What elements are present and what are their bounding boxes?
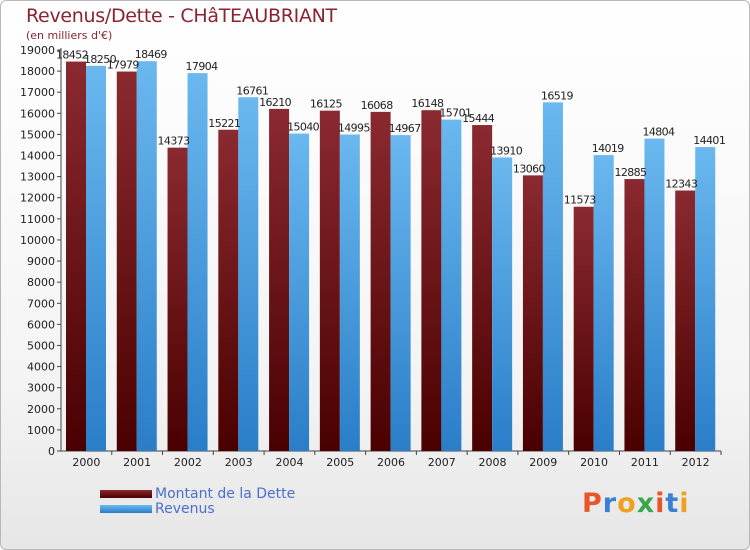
legend: Montant de la Dette Revenus bbox=[100, 485, 296, 517]
data-label-debt: 15444 bbox=[462, 112, 495, 125]
bar-revenus bbox=[289, 133, 310, 451]
bar-debt bbox=[675, 190, 696, 451]
bar-revenus bbox=[441, 119, 462, 451]
x-tick-label: 2005 bbox=[326, 456, 354, 469]
data-label-revenus: 14967 bbox=[389, 122, 422, 135]
y-tick-label: 2000 bbox=[27, 403, 55, 416]
x-tick-label: 2008 bbox=[479, 456, 507, 469]
bar-debt bbox=[218, 129, 239, 452]
y-tick-label: 19000 bbox=[20, 44, 55, 57]
data-label-debt: 15221 bbox=[208, 117, 240, 130]
legend-label-debt: Montant de la Dette bbox=[155, 485, 296, 502]
y-tick-label: 7000 bbox=[27, 297, 55, 310]
data-label-debt: 12343 bbox=[665, 177, 698, 190]
chart-title: Revenus/Dette - CHâTEAUBRIANT bbox=[26, 5, 337, 27]
y-tick-label: 11000 bbox=[20, 213, 55, 226]
x-tick-label: 2011 bbox=[631, 456, 659, 469]
y-tick-label: 6000 bbox=[27, 318, 55, 331]
bar-revenus bbox=[644, 138, 665, 451]
bar-debt bbox=[421, 110, 442, 452]
y-tick-label: 8000 bbox=[27, 276, 55, 289]
data-label-revenus: 15701 bbox=[439, 107, 471, 120]
y-tick-label: 5000 bbox=[27, 339, 55, 352]
y-tick-label: 18000 bbox=[20, 65, 55, 78]
y-tick-label: 16000 bbox=[20, 107, 55, 120]
x-tick-label: 2004 bbox=[275, 456, 303, 469]
data-label-revenus: 16519 bbox=[541, 89, 574, 102]
chart-subtitle: (en milliers d'€) bbox=[26, 29, 113, 42]
bar-debt bbox=[269, 108, 290, 452]
y-tick-label: 10000 bbox=[20, 234, 55, 247]
data-label-debt: 12885 bbox=[614, 166, 647, 179]
bar-revenus bbox=[542, 102, 563, 452]
y-tick-label: 4000 bbox=[27, 361, 55, 374]
data-label-revenus: 14019 bbox=[592, 142, 625, 155]
y-tick-label: 9000 bbox=[27, 255, 55, 268]
bar-revenus bbox=[238, 97, 259, 451]
y-tick-label: 3000 bbox=[27, 382, 55, 395]
x-tick-label: 2012 bbox=[682, 456, 710, 469]
data-label-revenus: 14804 bbox=[642, 126, 675, 139]
bar-revenus bbox=[339, 134, 360, 451]
x-tick-label: 2006 bbox=[377, 456, 405, 469]
bar-revenus bbox=[695, 147, 716, 451]
bar-debt bbox=[116, 71, 137, 452]
legend-label-revenus: Revenus bbox=[155, 500, 215, 517]
data-label-revenus: 16761 bbox=[236, 84, 268, 97]
x-tick-label: 2010 bbox=[580, 456, 608, 469]
bar-revenus bbox=[593, 155, 614, 452]
data-label-revenus: 18469 bbox=[135, 48, 168, 61]
data-label-debt: 16068 bbox=[361, 99, 394, 112]
bar-debt bbox=[167, 147, 188, 451]
y-tick-label: 12000 bbox=[20, 192, 55, 205]
data-label-revenus: 17904 bbox=[186, 60, 219, 73]
legend-item-revenus: Revenus bbox=[100, 500, 295, 517]
bar-debt bbox=[319, 110, 340, 451]
bar-debt bbox=[573, 206, 594, 451]
data-label-revenus: 14401 bbox=[693, 134, 725, 147]
data-label-revenus: 18250 bbox=[84, 53, 117, 66]
x-tick-label: 2002 bbox=[174, 456, 202, 469]
legend-swatch-revenus bbox=[100, 504, 152, 513]
bar-revenus bbox=[136, 61, 157, 451]
bar-debt bbox=[472, 125, 493, 451]
y-tick-label: 13000 bbox=[20, 171, 55, 184]
y-tick-label: 14000 bbox=[20, 150, 55, 163]
y-tick-label: 15000 bbox=[20, 128, 55, 141]
x-tick-label: 2001 bbox=[123, 456, 151, 469]
bar-debt bbox=[624, 179, 645, 451]
data-label-debt: 13060 bbox=[513, 162, 546, 175]
data-label-debt: 17979 bbox=[107, 59, 140, 72]
x-tick-label: 2003 bbox=[225, 456, 253, 469]
data-label-debt: 18452 bbox=[56, 49, 88, 62]
bar-debt bbox=[370, 111, 391, 452]
data-label-debt: 16125 bbox=[310, 98, 343, 111]
bar-revenus bbox=[492, 157, 513, 452]
bar-debt bbox=[522, 175, 543, 451]
data-label-revenus: 13910 bbox=[490, 144, 523, 157]
data-label-debt: 11573 bbox=[564, 194, 597, 207]
data-label-revenus: 15040 bbox=[287, 121, 320, 134]
legend-item-debt: Montant de la Dette bbox=[100, 485, 296, 502]
legend-swatch-debt bbox=[100, 489, 152, 498]
data-label-debt: 16148 bbox=[411, 97, 444, 110]
bar-revenus bbox=[187, 73, 208, 451]
data-label-debt: 16210 bbox=[259, 96, 292, 109]
x-tick-label: 2000 bbox=[72, 456, 100, 469]
data-label-revenus: 14995 bbox=[338, 122, 371, 135]
bar-revenus bbox=[86, 65, 106, 451]
proxiti-logo: Proxiti bbox=[582, 488, 690, 519]
y-tick-label: 17000 bbox=[20, 86, 55, 99]
y-tick-label: 0 bbox=[48, 445, 55, 458]
bar-revenus bbox=[390, 135, 411, 451]
bar-debt bbox=[66, 61, 86, 452]
x-tick-label: 2007 bbox=[428, 456, 456, 469]
x-tick-label: 2009 bbox=[529, 456, 557, 469]
data-label-debt: 14373 bbox=[158, 135, 191, 148]
y-tick-label: 1000 bbox=[27, 424, 55, 437]
